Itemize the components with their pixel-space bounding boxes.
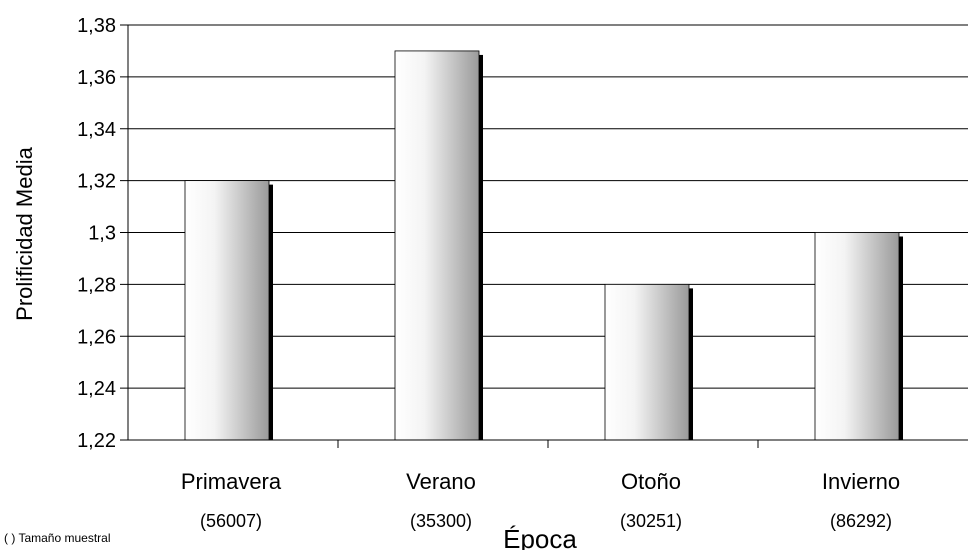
y-tick-label: 1,32	[77, 171, 116, 193]
bar	[604, 283, 690, 441]
bar	[394, 50, 480, 441]
y-tick-label: 1,22	[77, 430, 116, 452]
sample-size-label: (86292)	[830, 511, 892, 531]
category-label: Primavera	[181, 469, 282, 494]
y-tick-label: 1,38	[77, 15, 116, 37]
bar	[184, 180, 270, 441]
category-label: Otoño	[621, 469, 681, 494]
bars	[184, 50, 903, 441]
category-label: Verano	[406, 469, 476, 494]
sample-size-note: ( ) Tamaño muestral	[4, 531, 110, 545]
category-labels: Primavera (56007) Verano (35300) Otoño (30251…	[181, 469, 900, 531]
y-tick-label: 1,34	[77, 119, 116, 141]
sample-size-label: (35300)	[410, 511, 472, 531]
axes	[120, 24, 968, 448]
y-tick-label: 1,28	[77, 274, 116, 296]
y-tick-label: 1,26	[77, 326, 116, 348]
sample-size-label: (56007)	[200, 511, 262, 531]
y-tick-label: 1,24	[77, 378, 116, 400]
y-tick-labels: 1,22 1,24 1,26 1,28 1,3 1,32 1,34 1,36 1,38	[77, 15, 116, 452]
sample-size-label: (30251)	[620, 511, 682, 531]
x-axis-title: Época	[503, 524, 577, 550]
category-label: Invierno	[822, 469, 900, 494]
y-tick-label: 1,3	[88, 223, 116, 245]
bar	[814, 232, 900, 441]
y-tick-label: 1,36	[77, 67, 116, 89]
y-axis-title: Prolificidad Media	[12, 146, 37, 320]
